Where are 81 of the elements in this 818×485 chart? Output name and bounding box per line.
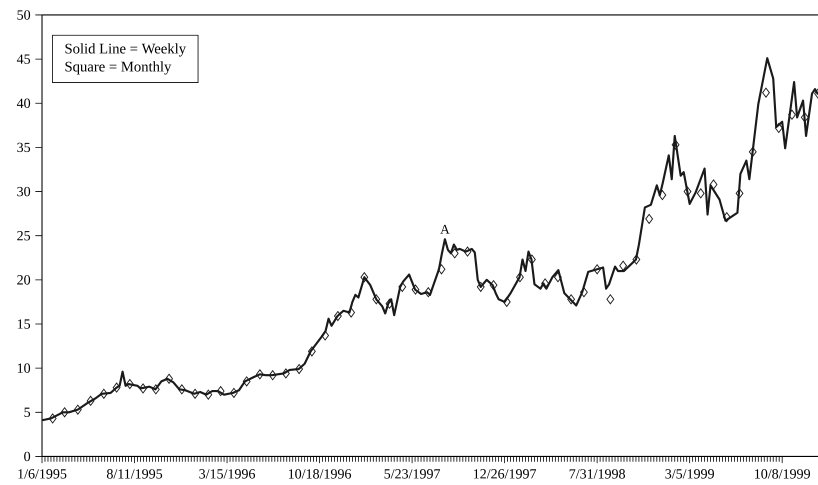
point: [165, 374, 173, 384]
x-tick-label: 7/31/1998: [570, 469, 625, 479]
annotation: Square = Monthly: [65, 61, 172, 75]
x-tick-label: 5/23/1997: [384, 469, 440, 479]
y-tick-label: 5: [24, 408, 30, 417]
point: [112, 382, 120, 393]
point: [48, 413, 57, 424]
point: [684, 186, 692, 197]
point: [502, 296, 511, 307]
point: [567, 294, 575, 304]
point: [60, 407, 68, 418]
point: [268, 370, 277, 380]
point: [372, 294, 380, 304]
point: [347, 308, 355, 318]
point: [450, 248, 459, 258]
y-tick-label: 0: [24, 452, 30, 462]
point: [386, 298, 394, 309]
point: [204, 390, 212, 400]
x-tick-label: 1/6/1995: [18, 469, 66, 479]
point: [360, 272, 368, 282]
point: [295, 364, 303, 374]
point: [398, 282, 406, 292]
x-tick-label: 3/5/1999: [665, 469, 714, 479]
point: [230, 388, 238, 398]
point: [242, 376, 251, 386]
y-tick-label: 30: [17, 186, 30, 196]
y-tick-label: 45: [16, 54, 30, 64]
y-tick-label: 40: [16, 98, 30, 108]
point: [490, 280, 498, 290]
y-tick-label: 35: [17, 142, 30, 152]
point: [645, 214, 654, 224]
point: [216, 386, 225, 396]
point: [580, 287, 588, 298]
point: [541, 278, 549, 288]
point: [191, 388, 199, 399]
point: [722, 212, 731, 222]
point: [139, 383, 147, 394]
x-tick-label: 8/11/1995: [106, 469, 162, 479]
y-tick-label: 10: [18, 363, 30, 373]
point: [788, 110, 796, 120]
point: [126, 379, 134, 390]
point: [334, 311, 342, 322]
x-tick-label: 10/8/1999: [755, 469, 810, 479]
point: [464, 246, 472, 257]
annotation: Solid Line = Weekly: [65, 43, 186, 57]
point: [619, 260, 628, 271]
point: [606, 294, 614, 304]
point: [178, 384, 186, 394]
point: [86, 396, 94, 406]
point: [748, 146, 757, 157]
point: [321, 330, 329, 340]
point: [438, 264, 446, 274]
point: [800, 112, 809, 122]
point: [736, 188, 744, 198]
point: [762, 88, 770, 98]
y-tick-label: 20: [17, 275, 30, 285]
point: [74, 404, 82, 415]
point: [476, 282, 485, 292]
point: [516, 272, 524, 282]
point: [632, 254, 640, 265]
point: [658, 190, 666, 200]
point: [282, 368, 290, 378]
point: [256, 369, 264, 380]
point: [424, 287, 432, 298]
point: [696, 188, 705, 198]
point: [710, 179, 718, 190]
point: [308, 346, 316, 356]
point: [774, 122, 783, 133]
x-tick-label: 3/15/1996: [199, 469, 256, 479]
point: [593, 264, 602, 274]
x-tick-label: 10/18/1996: [288, 469, 352, 479]
y-tick-label: 50: [17, 10, 30, 20]
point: [554, 272, 562, 282]
y-tick-label: 15: [18, 319, 30, 329]
point: [412, 284, 420, 295]
point: [528, 254, 536, 265]
y-tick-label: 25: [17, 231, 30, 240]
x-tick-label: 12/26/1997: [474, 469, 536, 479]
annotation: A: [440, 224, 450, 234]
point: [152, 384, 160, 394]
point: [100, 388, 108, 399]
